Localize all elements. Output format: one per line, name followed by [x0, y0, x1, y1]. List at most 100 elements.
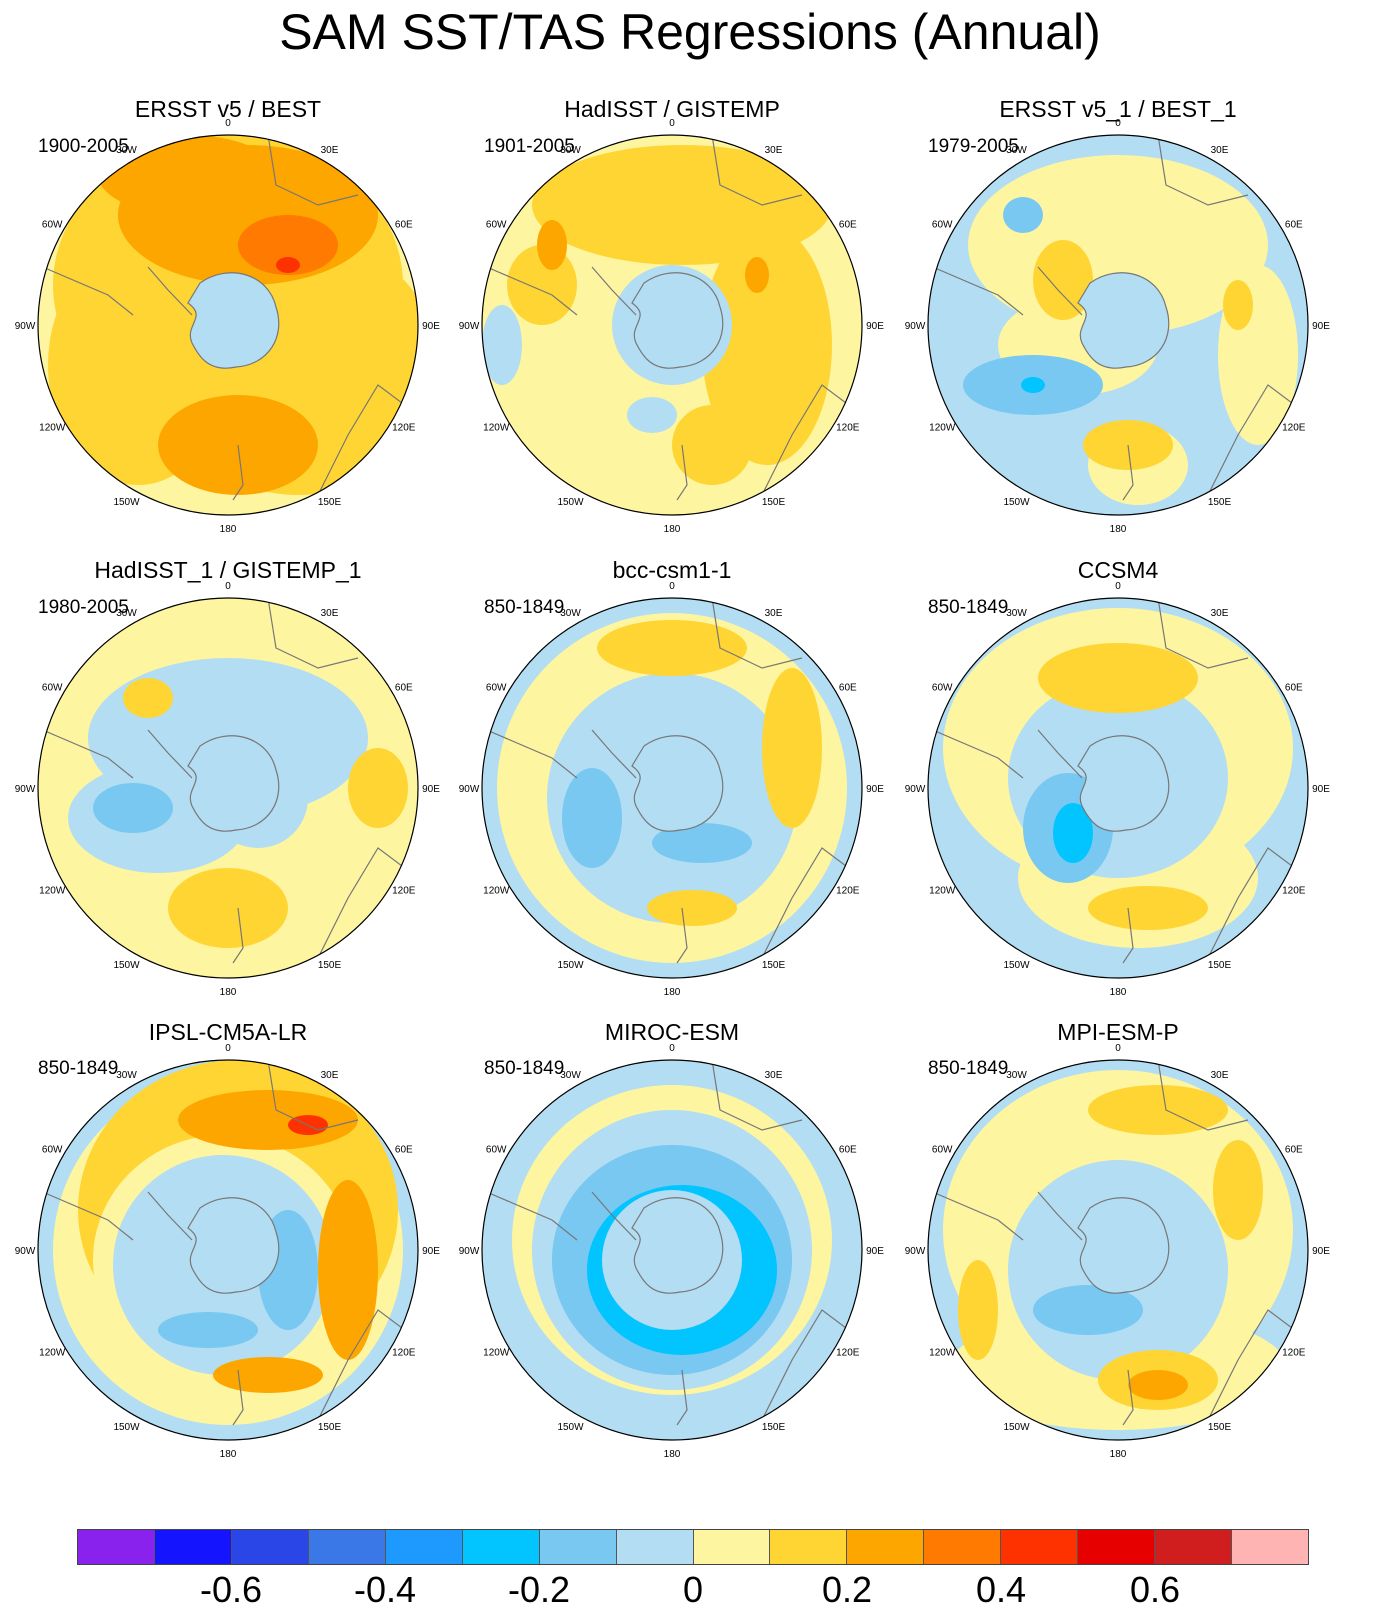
field-contour [627, 397, 677, 433]
longitude-label: 150E [1208, 960, 1232, 971]
longitude-label: 60W [932, 683, 953, 694]
longitude-label: 30E [321, 608, 339, 619]
australia-coast [751, 1309, 862, 1440]
longitude-label: 180 [664, 1449, 681, 1460]
panel-title: ERSST v5 / BEST [134, 96, 322, 122]
longitude-label: 120E [392, 1348, 416, 1359]
panel-period: 850-1849 [928, 597, 1009, 618]
longitude-label: 0 [225, 1043, 231, 1054]
longitude-label: 150W [557, 1422, 584, 1433]
australia-coast [1197, 847, 1308, 978]
longitude-label: 60E [1285, 683, 1303, 694]
longitude-label: 30E [765, 608, 783, 619]
longitude-label: 150E [1208, 497, 1232, 508]
australia-coast [307, 847, 418, 978]
field-contour [1088, 1085, 1228, 1135]
longitude-label: 90W [905, 321, 926, 332]
longitude-label: 60E [1285, 220, 1303, 231]
longitude-label: 120W [483, 1348, 510, 1359]
longitude-label: 0 [1115, 1043, 1121, 1054]
longitude-label: 150E [318, 1422, 342, 1433]
antarctic-peninsula [591, 1191, 637, 1241]
panel-title: HadISST_1 / GISTEMP_1 [94, 557, 362, 583]
field-contour [238, 215, 338, 275]
africa-coast [711, 598, 803, 669]
panel-title: MIROC-ESM [604, 1019, 740, 1045]
longitude-label: 150W [1003, 960, 1030, 971]
longitude-label: 180 [664, 524, 681, 535]
colorbar-box [78, 1530, 155, 1564]
longitude-label: 60E [839, 1145, 857, 1156]
longitude-label: 60E [839, 683, 857, 694]
longitude-label: 150W [113, 497, 140, 508]
longitude-label: 120W [39, 886, 66, 897]
longitude-label: 30W [116, 1070, 137, 1081]
longitude-label: 60E [1285, 1145, 1303, 1156]
south-america-coast [928, 1189, 1024, 1241]
south-america-coast [928, 264, 1024, 316]
panel-period: 850-1849 [928, 1058, 1009, 1079]
panel-period: 1900-2005 [38, 136, 129, 157]
longitude-label: 90W [459, 1246, 480, 1257]
field-contour [1021, 377, 1045, 393]
longitude-label: 0 [1115, 581, 1121, 592]
longitude-label: 30W [560, 1070, 581, 1081]
longitude-label: 30E [1211, 608, 1229, 619]
longitude-label: 90W [459, 321, 480, 332]
polar-map: 0 30E 60E 90E 120E 150E 180 150W 120W 90W 60W 30W [459, 581, 885, 998]
field-contour [1223, 280, 1253, 330]
colorbar-box [616, 1530, 694, 1564]
south-america-coast [928, 727, 1024, 779]
longitude-label: 60W [42, 683, 63, 694]
field-contour [652, 823, 752, 863]
longitude-label: 120W [39, 1348, 66, 1359]
longitude-label: 0 [225, 581, 231, 592]
polar-map: 0 30E 60E 90E 120E 150E 180 150W 120W 90W 60W 30W [459, 1043, 885, 1460]
longitude-label: 30W [560, 608, 581, 619]
antarctic-peninsula [591, 266, 637, 316]
longitude-label: 90E [422, 321, 440, 332]
colorbar-tick-label: 0.2 [821, 1569, 873, 1610]
map-boundary [37, 134, 419, 516]
longitude-label: 120E [836, 886, 860, 897]
field-contour [1003, 197, 1043, 233]
field-contour [745, 257, 769, 293]
longitude-label: 0 [669, 1043, 675, 1054]
longitude-label: 30W [116, 145, 137, 156]
longitude-label: 60W [42, 220, 63, 231]
longitude-label: 150W [1003, 1422, 1030, 1433]
longitude-label: 90W [15, 784, 36, 795]
polar-map: 0 30E 60E 90E 120E 150E 180 150W 120W 90W 60W 30W [905, 118, 1331, 535]
longitude-label: 30E [321, 1070, 339, 1081]
longitude-label: 30W [1006, 145, 1027, 156]
panel-period: 850-1849 [484, 1058, 565, 1079]
colorbar-box [308, 1530, 386, 1564]
longitude-label: 90E [1312, 1246, 1330, 1257]
colorbar-box [385, 1530, 463, 1564]
new-zealand-coast [232, 444, 244, 501]
longitude-label: 60E [395, 220, 413, 231]
longitude-label: 150E [762, 960, 786, 971]
panel-title: HadISST / GISTEMP [564, 96, 780, 122]
africa-coast [1157, 135, 1249, 206]
longitude-label: 30W [116, 608, 137, 619]
field-contour [168, 868, 288, 948]
map-boundary [37, 1059, 419, 1441]
map-boundary [481, 597, 863, 979]
map-boundary [927, 134, 1309, 516]
longitude-label: 120W [929, 886, 956, 897]
africa-coast [711, 1060, 803, 1131]
polar-map: 0 30E 60E 90E 120E 150E 180 150W 120W 90W 60W 30W [905, 581, 1331, 998]
longitude-label: 180 [664, 987, 681, 998]
field-contour [597, 620, 747, 676]
field-contour [1038, 643, 1198, 713]
longitude-label: 60E [839, 220, 857, 231]
south-america-coast [38, 264, 134, 316]
panel-period: 1980-2005 [38, 597, 129, 618]
longitude-label: 60W [42, 1145, 63, 1156]
new-zealand-coast [1122, 907, 1134, 964]
field-contour [213, 1357, 323, 1393]
panel-period: 1901-2005 [484, 136, 575, 157]
map-boundary [481, 134, 863, 516]
antarctica-coastline [1077, 1197, 1170, 1294]
